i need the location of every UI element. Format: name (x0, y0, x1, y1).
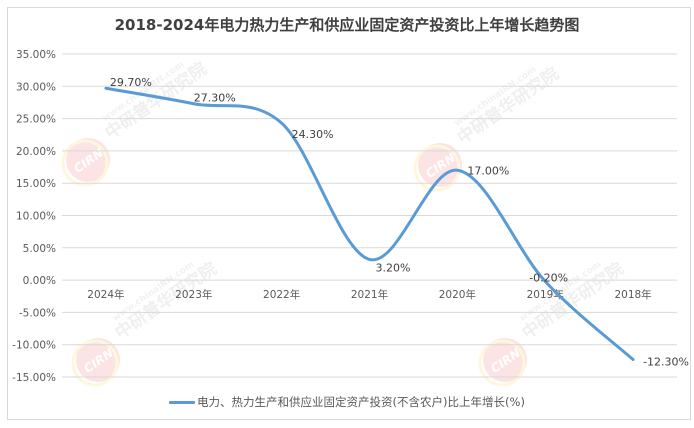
y-tick-label: 0.00% (23, 275, 56, 287)
data-labels: 29.70% 27.30% 24.30% 3.20% 17.00% -0.20% -12.3… (110, 76, 689, 368)
y-tick-label: 5.00% (23, 243, 56, 255)
gridlines (62, 53, 677, 378)
x-tick-label: 2021年 (351, 288, 388, 301)
series-line (104, 86, 635, 362)
x-tick-label: 2023年 (175, 288, 212, 301)
y-tick-label: 35.00% (16, 49, 56, 61)
y-tick-label: 25.00% (16, 114, 56, 126)
legend[interactable]: 电力、热力生产和供应业固定资产投资(不含农户)比上年增长(%) (0, 394, 694, 410)
chart-frame (7, 7, 691, 420)
svg-text:中研普华研究院: 中研普华研究院 (453, 63, 563, 148)
chart-title: 2018-2024年电力热力生产和供应业固定资产投资比上年增长趋势图 (114, 16, 580, 34)
x-tick-label: 2024年 (87, 288, 124, 301)
y-axis: 35.00% 30.00% 25.00% 20.00% 15.00% 10.00% 5.00… (12, 49, 56, 384)
x-tick-label: 2020年 (439, 288, 476, 301)
y-tick-label: 20.00% (16, 146, 56, 158)
y-tick-label: -10.00% (12, 340, 56, 352)
y-tick-label: -5.00% (19, 307, 56, 319)
watermark-layer: CIRN中研普华研究院www.chinaIRN.comCIRN中研普华研究院ww… (61, 58, 628, 387)
x-axis: 2024年 2023年 2022年 2021年 2020年 2019年 2018年 (87, 288, 651, 301)
y-tick-label: 10.00% (16, 211, 56, 223)
x-tick-label: 2022年 (263, 288, 300, 301)
y-tick-label: 30.00% (16, 81, 56, 93)
data-label: -12.30% (643, 356, 689, 369)
data-label: 3.20% (376, 261, 411, 274)
x-tick-label: 2018年 (614, 288, 651, 301)
data-label: -0.20% (529, 271, 568, 284)
y-tick-label: -15.00% (12, 372, 56, 384)
data-label: 29.70% (110, 76, 152, 89)
y-tick-label: 15.00% (16, 178, 56, 190)
data-label: 17.00% (467, 164, 509, 177)
legend-line-icon (169, 401, 196, 404)
legend-label: 电力、热力生产和供应业固定资产投资(不含农户)比上年增长(%) (197, 395, 525, 409)
data-label: 27.30% (194, 92, 236, 105)
data-label: 24.30% (292, 128, 334, 141)
